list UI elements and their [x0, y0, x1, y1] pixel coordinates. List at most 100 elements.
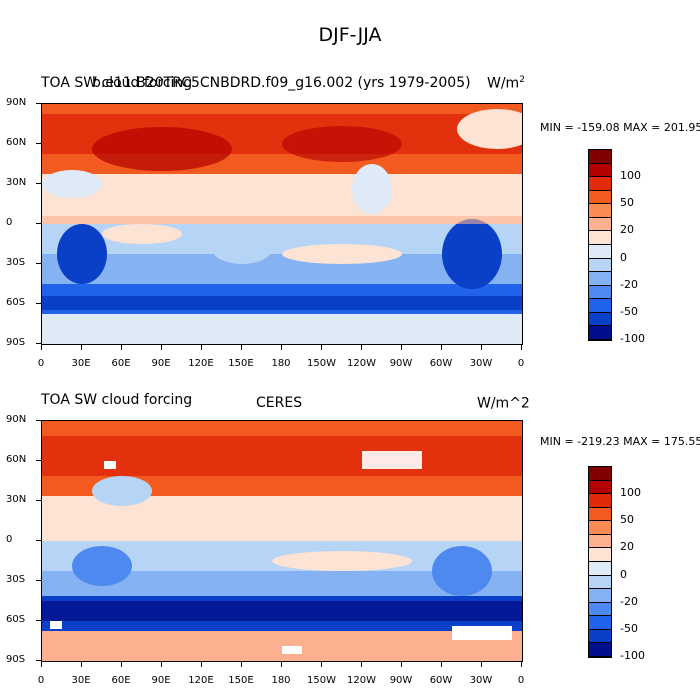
lon-tick-label: 60W — [429, 675, 453, 686]
tick-mark — [241, 661, 242, 667]
tick-mark — [81, 661, 82, 667]
lat-tick-label: 60N — [6, 454, 27, 465]
figure-title: DJF-JJA — [318, 24, 382, 46]
tick-mark — [41, 344, 42, 350]
tick-mark — [36, 660, 41, 661]
colorbar-segment — [589, 163, 611, 178]
tick-mark — [81, 344, 82, 350]
contour-map — [41, 103, 523, 345]
lat-tick-label: 60N — [6, 137, 27, 148]
tick-mark — [161, 661, 162, 667]
colorbar-segment — [589, 231, 611, 245]
tick-mark — [361, 661, 362, 667]
lon-tick-label: 90E — [151, 358, 171, 369]
tick-mark — [281, 344, 282, 350]
tick-mark — [441, 661, 442, 667]
lat-tick-label: 90N — [6, 414, 27, 425]
lon-tick-label: 120W — [347, 358, 376, 369]
colorbar-segment — [589, 190, 611, 205]
lat-tick-label: 0 — [6, 217, 13, 228]
tick-mark — [241, 344, 242, 350]
colorbar-tick-label: 20 — [620, 223, 634, 237]
lon-tick-label: 60E — [111, 675, 131, 686]
lat-tick-label: 30N — [6, 494, 27, 505]
lon-tick-label: 60E — [111, 358, 131, 369]
tick-mark — [201, 344, 202, 350]
colorbar-segment — [589, 589, 611, 603]
panel-left-label: TOA SW cloud forcing — [41, 75, 193, 91]
colorbar-tick-label: 100 — [620, 486, 641, 500]
colorbar-tick-label: -100 — [620, 649, 645, 662]
lon-tick-label: 120W — [347, 675, 376, 686]
lon-tick-label: 0 — [37, 358, 45, 369]
lon-tick-label: 120E — [188, 675, 214, 686]
lat-tick-label: 90N — [6, 97, 27, 108]
colorbar-segment — [589, 217, 611, 232]
tick-mark — [201, 661, 202, 667]
lat-tick-label: 60S — [6, 297, 26, 308]
colorbar-segment — [589, 507, 611, 522]
lon-tick-label: 0 — [517, 358, 525, 369]
lat-tick-label: 30N — [6, 177, 27, 188]
lon-tick-label: 90E — [151, 675, 171, 686]
colorbar-segment — [589, 629, 611, 644]
lon-tick-label: 150E — [228, 675, 254, 686]
panel-units-label: W/m2 — [487, 75, 525, 92]
tick-mark — [36, 183, 41, 184]
colorbar-segment — [589, 643, 611, 657]
tick-mark — [521, 344, 522, 350]
colorbar-segment — [589, 467, 611, 481]
tick-mark — [281, 661, 282, 667]
lat-tick-label: 0 — [6, 534, 13, 545]
colorbar-segment — [589, 285, 611, 300]
tick-mark — [481, 344, 482, 350]
panel-units-label: W/m^2 — [477, 395, 530, 412]
lon-tick-label: 180 — [271, 675, 291, 686]
colorbar-segment — [589, 521, 611, 535]
tick-mark — [36, 143, 41, 144]
colorbar-segment — [589, 245, 611, 259]
colorbar-segment — [589, 562, 611, 576]
tick-mark — [401, 661, 402, 667]
lon-tick-label: 30W — [469, 675, 493, 686]
tick-mark — [161, 344, 162, 350]
colorbar-segment — [589, 575, 611, 590]
colorbar-segment — [589, 548, 611, 562]
lon-tick-label: 0 — [37, 675, 45, 686]
lon-tick-label: 150W — [307, 675, 336, 686]
tick-mark — [36, 263, 41, 264]
tick-mark — [321, 661, 322, 667]
colorbar-tick-label: 100 — [620, 169, 641, 183]
lat-tick-label: 90S — [6, 654, 26, 665]
lon-tick-label: 30W — [469, 358, 493, 369]
colorbar-tick-label: 50 — [620, 196, 634, 210]
lon-tick-label: 30E — [71, 675, 91, 686]
colorbar-segment — [589, 534, 611, 549]
contour-map — [41, 420, 523, 662]
panel-case-label: b.e11.B20TRC5CNBDRD.f09_g16.002 (yrs 197… — [92, 75, 471, 91]
lat-tick-label: 30S — [6, 257, 26, 268]
colorbar-segment — [589, 204, 611, 218]
colorbar-tick-label: 0 — [620, 250, 627, 264]
tick-mark — [36, 460, 41, 461]
tick-mark — [361, 344, 362, 350]
lat-tick-label: 60S — [6, 614, 26, 625]
colorbar-tick-label: -50 — [620, 304, 638, 318]
colorbar-segment — [589, 299, 611, 313]
panel-left-label: TOA SW cloud forcing — [41, 392, 193, 408]
colorbar-tick-label: 0 — [620, 567, 627, 581]
tick-mark — [321, 344, 322, 350]
lat-tick-label: 30S — [6, 574, 26, 585]
lon-tick-label: 60W — [429, 358, 453, 369]
colorbar-segment — [589, 480, 611, 495]
colorbar-tick-label: -50 — [620, 621, 638, 635]
tick-mark — [36, 303, 41, 304]
tick-mark — [441, 344, 442, 350]
lon-tick-label: 90W — [389, 675, 413, 686]
colorbar-tick-label: -20 — [620, 277, 638, 291]
colorbar-tick-label: -100 — [620, 332, 645, 345]
min-max-stats: MIN = -219.23 MAX = 175.55 — [540, 435, 700, 448]
colorbar-tick-label: 20 — [620, 540, 634, 554]
tick-mark — [36, 540, 41, 541]
panel-center-label: CERES — [256, 395, 303, 411]
